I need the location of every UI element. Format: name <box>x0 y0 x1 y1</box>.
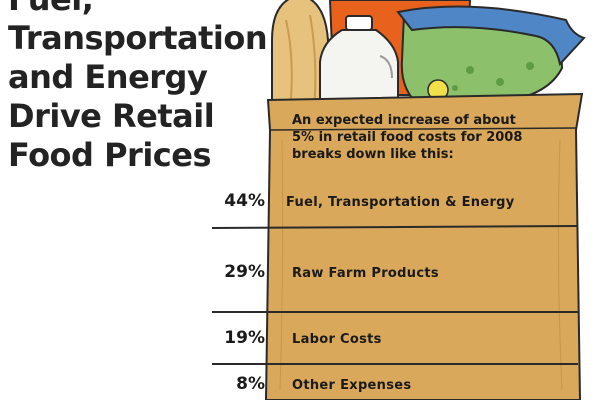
milk-jug-icon <box>319 15 399 111</box>
intro-line: 5% in retail food costs for 2008 <box>292 130 523 145</box>
divider-rule <box>211 225 579 229</box>
title-line: and Energy <box>8 58 208 96</box>
intro-line: breaks down like this: <box>292 147 454 162</box>
category-label: Raw Farm Products <box>292 266 439 281</box>
intro-text: An expected increase of about 5% in reta… <box>292 112 562 163</box>
title-line: Drive Retail <box>8 97 215 135</box>
lettuce-bag-icon <box>396 5 586 108</box>
category-label: Other Expenses <box>292 378 412 393</box>
percent-label: 44% <box>224 191 265 211</box>
title-line: Fuel, <box>8 0 268 19</box>
percent-label: 29% <box>224 262 265 282</box>
category-label: Labor Costs <box>292 332 382 347</box>
title-line: Food Prices <box>8 136 212 174</box>
category-label: Fuel, Transportation & Energy <box>286 195 515 210</box>
intro-line: An expected increase of about <box>292 113 516 128</box>
percent-label: 8% <box>236 374 265 394</box>
percent-label: 19% <box>224 328 265 348</box>
chart-title: Fuel, Transportation and Energy Drive Re… <box>8 0 268 175</box>
title-line: Transportation <box>8 19 268 57</box>
grocery-bag-icon <box>264 92 584 400</box>
